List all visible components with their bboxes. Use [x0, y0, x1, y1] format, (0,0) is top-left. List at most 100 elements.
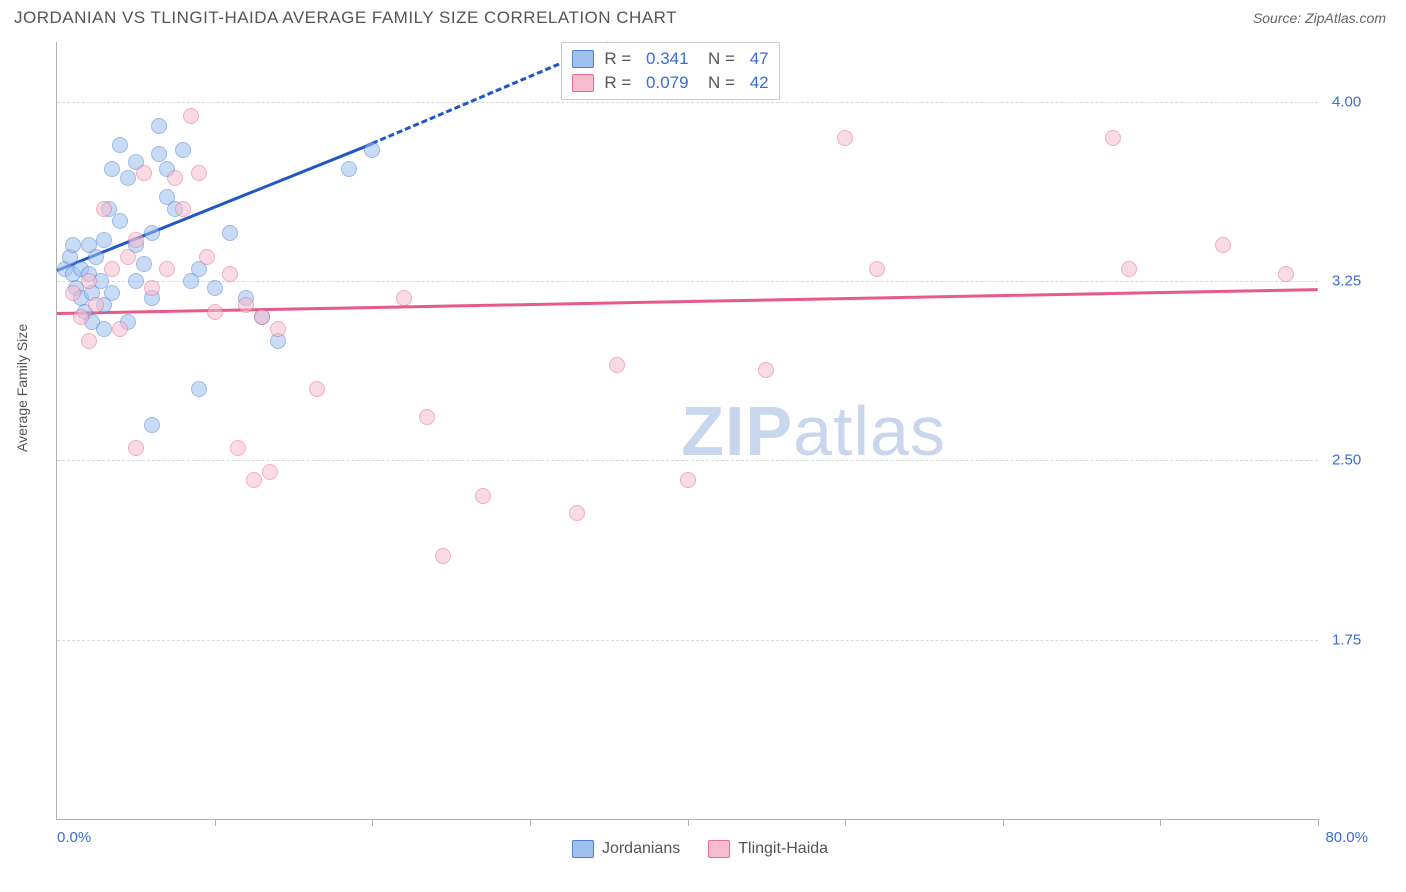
data-point: [96, 232, 112, 248]
data-point: [680, 472, 696, 488]
x-tick: [530, 819, 531, 826]
r-value: 0.341: [641, 49, 688, 69]
legend-row: R = 0.341 N = 47: [572, 47, 768, 71]
data-point: [191, 165, 207, 181]
data-point: [128, 440, 144, 456]
x-tick: [845, 819, 846, 826]
legend-swatch-icon: [572, 50, 594, 68]
data-point: [222, 266, 238, 282]
data-point: [104, 285, 120, 301]
y-tick-label: 1.75: [1332, 631, 1361, 648]
data-point: [364, 142, 380, 158]
data-point: [270, 321, 286, 337]
y-tick-label: 4.00: [1332, 93, 1361, 110]
data-point: [144, 417, 160, 433]
chart-title: JORDANIAN VS TLINGIT-HAIDA AVERAGE FAMIL…: [14, 8, 677, 28]
x-tick: [372, 819, 373, 826]
legend-item-jordanians: Jordanians: [572, 840, 680, 858]
data-point: [144, 280, 160, 296]
x-tick: [688, 819, 689, 826]
data-point: [396, 290, 412, 306]
x-tick: [1318, 819, 1319, 826]
gridline: [57, 102, 1318, 103]
n-label: N =: [699, 49, 735, 69]
data-point: [475, 488, 491, 504]
data-point: [837, 130, 853, 146]
data-point: [65, 237, 81, 253]
data-point: [120, 170, 136, 186]
chart-header: JORDANIAN VS TLINGIT-HAIDA AVERAGE FAMIL…: [0, 0, 1406, 36]
data-point: [609, 357, 625, 373]
legend-swatch-icon: [572, 840, 594, 858]
data-point: [222, 225, 238, 241]
data-point: [1278, 266, 1294, 282]
gridline: [57, 640, 1318, 641]
data-point: [419, 409, 435, 425]
data-point: [1215, 237, 1231, 253]
r-value: 0.079: [641, 73, 688, 93]
data-point: [88, 249, 104, 265]
data-point: [175, 142, 191, 158]
legend-swatch-icon: [708, 840, 730, 858]
data-point: [96, 321, 112, 337]
x-tick: [1160, 819, 1161, 826]
data-point: [81, 273, 97, 289]
gridline: [57, 460, 1318, 461]
correlation-legend: R = 0.341 N = 47R = 0.079 N = 42: [561, 42, 779, 100]
legend-row: R = 0.079 N = 42: [572, 71, 768, 95]
x-tick: [1003, 819, 1004, 826]
data-point: [254, 309, 270, 325]
r-label: R =: [604, 73, 631, 93]
data-point: [183, 108, 199, 124]
data-point: [199, 249, 215, 265]
data-point: [88, 297, 104, 313]
data-point: [96, 201, 112, 217]
n-label: N =: [699, 73, 735, 93]
data-point: [341, 161, 357, 177]
legend-bottom: Jordanians Tlingit-Haida: [14, 840, 1386, 858]
n-value: 42: [745, 73, 769, 93]
data-point: [104, 161, 120, 177]
legend-label: Jordanians: [602, 840, 680, 858]
data-point: [207, 280, 223, 296]
legend-label: Tlingit-Haida: [738, 840, 828, 858]
data-point: [81, 333, 97, 349]
plot-region: 1.752.503.254.000.0%80.0%ZIPatlasR = 0.3…: [56, 42, 1318, 820]
data-point: [758, 362, 774, 378]
data-point: [151, 118, 167, 134]
data-point: [112, 321, 128, 337]
gridline: [57, 281, 1318, 282]
data-point: [104, 261, 120, 277]
data-point: [309, 381, 325, 397]
data-point: [262, 464, 278, 480]
watermark: ZIPatlas: [681, 391, 946, 471]
data-point: [230, 440, 246, 456]
data-point: [65, 285, 81, 301]
n-value: 47: [745, 49, 769, 69]
data-point: [569, 505, 585, 521]
data-point: [73, 309, 89, 325]
chart-source: Source: ZipAtlas.com: [1253, 10, 1386, 26]
data-point: [167, 170, 183, 186]
data-point: [246, 472, 262, 488]
legend-swatch-icon: [572, 74, 594, 92]
chart-area: Average Family Size 1.752.503.254.000.0%…: [14, 42, 1386, 862]
data-point: [120, 249, 136, 265]
data-point: [1105, 130, 1121, 146]
data-point: [238, 297, 254, 313]
y-tick-label: 2.50: [1332, 452, 1361, 469]
data-point: [1121, 261, 1137, 277]
data-point: [136, 256, 152, 272]
y-tick-label: 3.25: [1332, 273, 1361, 290]
data-point: [159, 261, 175, 277]
data-point: [136, 165, 152, 181]
data-point: [191, 381, 207, 397]
r-label: R =: [604, 49, 631, 69]
data-point: [112, 137, 128, 153]
data-point: [144, 225, 160, 241]
data-point: [207, 304, 223, 320]
data-point: [112, 213, 128, 229]
data-point: [128, 273, 144, 289]
data-point: [869, 261, 885, 277]
y-axis-label: Average Family Size: [14, 324, 30, 452]
